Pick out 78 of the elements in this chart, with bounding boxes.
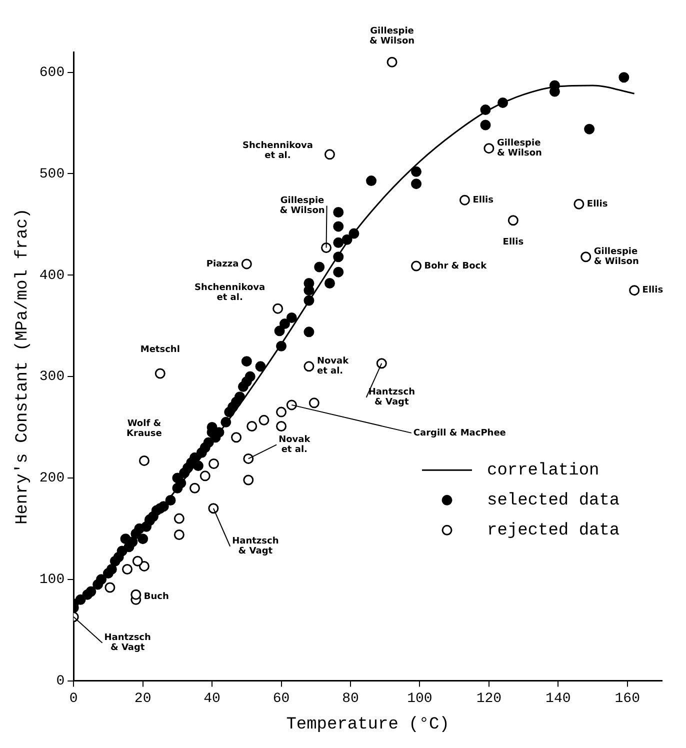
legend-label: selected data bbox=[487, 492, 620, 511]
point bbox=[132, 556, 143, 566]
point bbox=[376, 358, 387, 369]
annotation: Novak et al. bbox=[278, 435, 312, 456]
x-tick-label: 160 bbox=[614, 690, 640, 707]
x-tick-label: 140 bbox=[546, 690, 571, 707]
point bbox=[276, 420, 287, 432]
x-tick-label: 0 bbox=[69, 690, 78, 707]
annotation: Ellis bbox=[502, 238, 524, 248]
point bbox=[276, 406, 287, 418]
annotation: Cargill & MacPhee bbox=[413, 428, 506, 438]
point bbox=[122, 564, 132, 574]
annotation: Gillespie & Wilson bbox=[280, 196, 325, 216]
annotation: Buch bbox=[144, 592, 169, 602]
annotation: Novak et al. bbox=[316, 356, 350, 377]
y-axis-title: Henry's Constant (MPa/mol frac) bbox=[14, 208, 33, 525]
x-tick-label: 40 bbox=[204, 690, 220, 707]
legend-label: rejected data bbox=[487, 522, 620, 541]
x-tick-label: 80 bbox=[342, 690, 359, 707]
point bbox=[508, 215, 518, 226]
annotation: Piazza bbox=[206, 259, 239, 270]
point bbox=[130, 589, 142, 600]
point bbox=[246, 420, 258, 432]
point bbox=[321, 242, 332, 253]
point bbox=[411, 260, 422, 272]
y-tick-label: 200 bbox=[39, 470, 65, 487]
point bbox=[138, 455, 150, 466]
y-tick-label: 0 bbox=[56, 674, 65, 690]
y-tick-label: 600 bbox=[39, 64, 65, 81]
point bbox=[208, 503, 219, 514]
point bbox=[459, 194, 470, 206]
annotation: Metschl bbox=[140, 344, 180, 355]
annotation: Ellis bbox=[472, 195, 494, 206]
annotation: Gillespie & Wilson bbox=[370, 26, 415, 46]
point bbox=[231, 432, 242, 443]
annotation: Hantzsch & Vagt bbox=[104, 633, 151, 654]
point bbox=[629, 285, 640, 296]
point bbox=[258, 414, 270, 426]
point bbox=[324, 149, 335, 160]
point bbox=[286, 400, 297, 410]
x-tick-label: 60 bbox=[272, 690, 290, 707]
point bbox=[308, 398, 320, 408]
annotation: Wolf & Krause bbox=[126, 419, 162, 440]
annotation: Bohr & Bock bbox=[424, 261, 488, 272]
point bbox=[138, 560, 150, 572]
x-axis-title: Temperature (°C) bbox=[286, 715, 450, 734]
y-tick-label: 300 bbox=[39, 369, 65, 386]
point bbox=[174, 530, 184, 540]
x-tick-label: 100 bbox=[407, 690, 432, 707]
y-tick-label: 100 bbox=[39, 572, 65, 588]
annotation: Gillespie & Wilson bbox=[496, 138, 542, 159]
annotation: Hantzsch & Vagt bbox=[368, 388, 415, 408]
point bbox=[200, 470, 210, 482]
point bbox=[386, 56, 398, 68]
point bbox=[243, 474, 254, 486]
annotation: Hantzsch & Vagt bbox=[232, 536, 279, 557]
point bbox=[154, 368, 166, 379]
point bbox=[484, 143, 494, 154]
annotation: Gillespie & Wilson bbox=[594, 247, 639, 268]
point bbox=[189, 482, 200, 494]
legend-label: correlation bbox=[487, 462, 600, 481]
point bbox=[104, 582, 116, 593]
annotation: Shchennikova et al. bbox=[242, 140, 313, 161]
annotation: Ellis bbox=[642, 286, 664, 296]
x-tick-label: 20 bbox=[134, 690, 152, 707]
annotation: Shchennikova et al. bbox=[194, 282, 266, 303]
point bbox=[174, 513, 184, 524]
point bbox=[272, 303, 284, 314]
annotation: Ellis bbox=[586, 199, 608, 210]
point bbox=[304, 361, 314, 372]
point bbox=[241, 258, 252, 270]
point bbox=[208, 458, 220, 470]
point bbox=[574, 198, 584, 210]
y-tick-label: 400 bbox=[39, 268, 65, 284]
y-tick-label: 500 bbox=[39, 166, 65, 182]
point bbox=[580, 252, 592, 262]
x-tick-label: 120 bbox=[476, 690, 502, 707]
point bbox=[243, 453, 254, 464]
